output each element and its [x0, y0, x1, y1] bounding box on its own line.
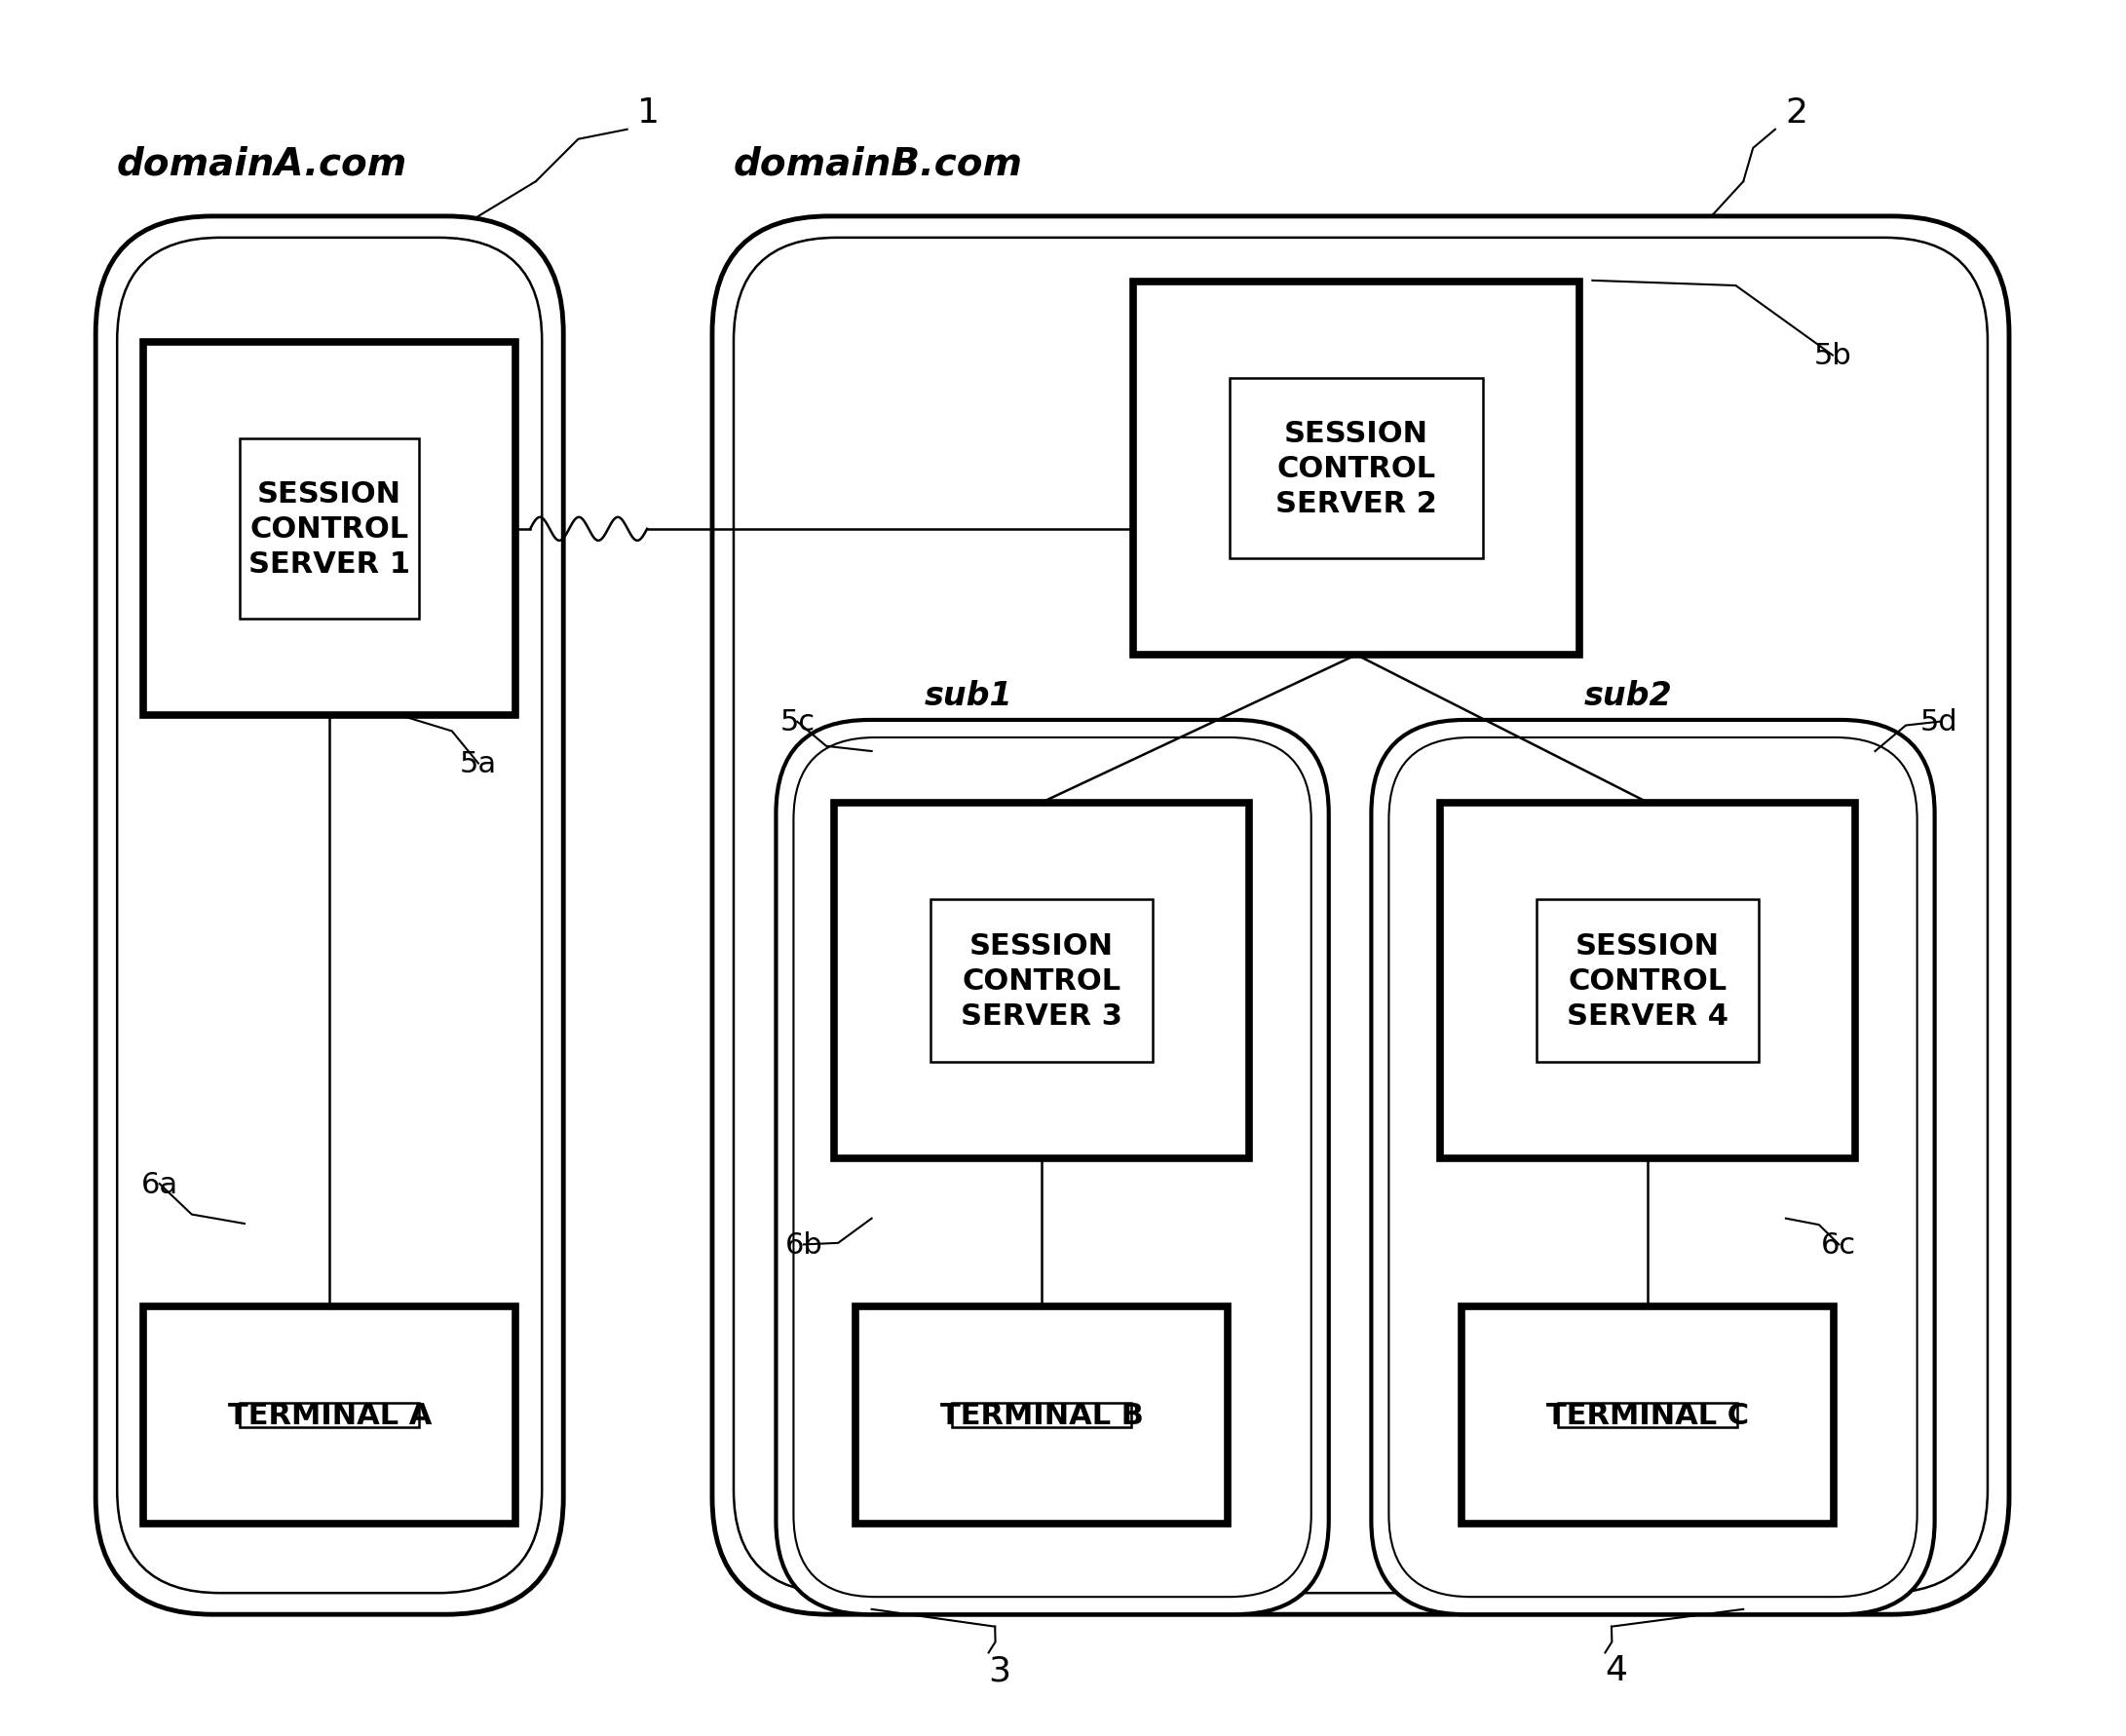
Text: SESSION
CONTROL
SERVER 3: SESSION CONTROL SERVER 3 — [961, 932, 1123, 1029]
Text: SESSION
CONTROL
SERVER 4: SESSION CONTROL SERVER 4 — [1567, 932, 1728, 1029]
FancyBboxPatch shape — [793, 738, 1312, 1597]
Bar — [952, 1403, 1131, 1427]
Bar — [1441, 802, 1854, 1160]
Text: TERMINAL B: TERMINAL B — [940, 1401, 1144, 1429]
Text: domainA.com: domainA.com — [117, 146, 408, 182]
Bar — [1463, 1305, 1833, 1524]
Text: 6c: 6c — [1822, 1231, 1856, 1259]
FancyBboxPatch shape — [712, 217, 2009, 1614]
Bar — [857, 1305, 1229, 1524]
Bar — [145, 1305, 514, 1524]
Bar — [1133, 281, 1580, 654]
FancyBboxPatch shape — [96, 217, 563, 1614]
Text: 5b: 5b — [1813, 342, 1852, 370]
Text: 2: 2 — [1786, 95, 1807, 130]
Bar — [1229, 378, 1484, 559]
Text: sub1: sub1 — [925, 679, 1014, 712]
Bar — [931, 899, 1152, 1062]
Text: 5a: 5a — [459, 750, 497, 778]
FancyBboxPatch shape — [733, 238, 1988, 1594]
Bar — [145, 344, 514, 715]
Text: TERMINAL C: TERMINAL C — [1546, 1401, 1750, 1429]
FancyBboxPatch shape — [776, 720, 1329, 1614]
FancyBboxPatch shape — [1371, 720, 1935, 1614]
Text: SESSION
CONTROL
SERVER 1: SESSION CONTROL SERVER 1 — [249, 481, 410, 578]
Text: sub2: sub2 — [1584, 679, 1673, 712]
Text: 4: 4 — [1605, 1653, 1626, 1687]
Bar — [1558, 1403, 1737, 1427]
Text: 5c: 5c — [780, 708, 814, 736]
Text: 3: 3 — [989, 1653, 1010, 1687]
Text: 5d: 5d — [1920, 708, 1958, 736]
FancyBboxPatch shape — [1388, 738, 1918, 1597]
Bar — [240, 1403, 419, 1427]
Bar — [240, 439, 419, 620]
Text: 6a: 6a — [140, 1170, 179, 1198]
Text: SESSION
CONTROL
SERVER 2: SESSION CONTROL SERVER 2 — [1276, 420, 1437, 517]
Bar — [833, 802, 1250, 1160]
FancyBboxPatch shape — [117, 238, 542, 1594]
Bar — [1537, 899, 1758, 1062]
Text: 1: 1 — [638, 95, 659, 130]
Text: domainB.com: domainB.com — [733, 146, 1023, 182]
Text: 6b: 6b — [784, 1231, 823, 1259]
Text: TERMINAL A: TERMINAL A — [227, 1401, 432, 1429]
